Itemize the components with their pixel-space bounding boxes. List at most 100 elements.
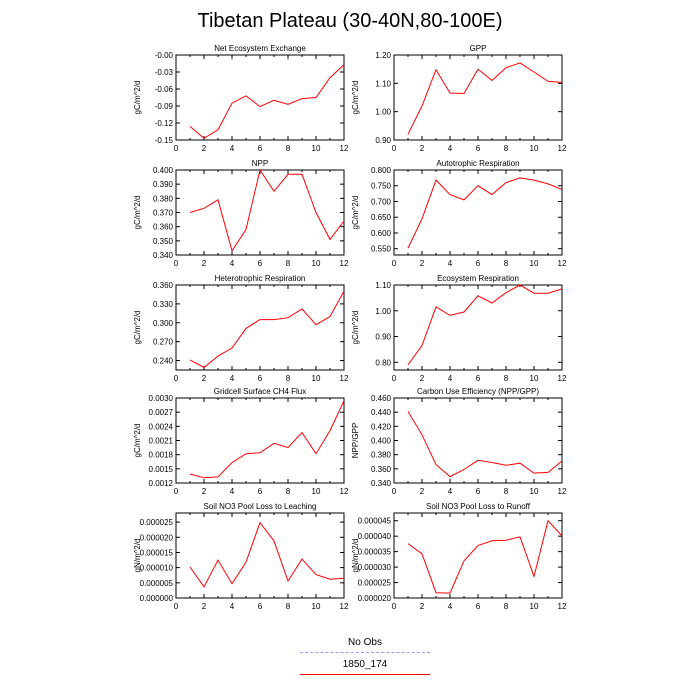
- chart-1-frame: [175, 54, 345, 141]
- chart-7-ytick-label-5: 0.0027: [149, 408, 174, 417]
- chart-7-ytick-label-2: 0.0018: [149, 451, 174, 460]
- chart-10-series-1-line: [407, 519, 563, 594]
- chart-2-xtick-label-1: 2: [420, 144, 425, 153]
- chart-1-title: Net Ecosystem Exchange: [214, 44, 306, 53]
- chart-3-title: NPP: [252, 159, 268, 168]
- chart-6-ytick-label-0: 0.80: [375, 358, 391, 367]
- legend-line-no-obs: [300, 652, 430, 653]
- chart-5-xtick-label-3: 6: [258, 374, 263, 383]
- chart-1-xtick-label-1: 2: [202, 144, 207, 153]
- chart-8-xtick-label-1: 2: [420, 487, 425, 496]
- chart-2-xtick-label-4: 8: [504, 144, 509, 153]
- chart-6-title: Ecosystem Respiration: [437, 274, 519, 283]
- chart-2-xtick-label-5: 10: [530, 144, 539, 153]
- chart-2-ylabel: gC/m^2/d: [351, 81, 360, 115]
- chart-4-xtick-label-3: 6: [476, 259, 481, 268]
- chart-9-xtick-label-3: 6: [258, 602, 263, 611]
- chart-6-xtick-label-6: 12: [558, 374, 567, 383]
- chart-8-xtick-label-5: 10: [530, 487, 539, 496]
- chart-8-ylabel: NPP/GPP: [351, 423, 360, 459]
- chart-4-series-1-line: [407, 177, 563, 249]
- chart-5-ytick-label-2: 0.300: [153, 319, 174, 328]
- chart-2-ytick-label-2: 1.10: [375, 79, 391, 88]
- chart-8-xtick-label-3: 6: [476, 487, 481, 496]
- chart-1-xtick-label-2: 4: [230, 144, 235, 153]
- chart-3-xtick-label-2: 4: [230, 259, 235, 268]
- chart-9-ytick-label-5: 0.000025: [140, 518, 174, 527]
- chart-4-xtick-label-6: 12: [558, 259, 567, 268]
- chart-2-xtick-label-0: 0: [392, 144, 397, 153]
- chart-1-series-1-line: [189, 64, 345, 139]
- chart-10-xtick-label-3: 6: [476, 602, 481, 611]
- chart-9-xtick-label-0: 0: [174, 602, 179, 611]
- chart-9-xtick-label-4: 8: [286, 602, 291, 611]
- chart-6-ytick-label-3: 1.10: [375, 281, 391, 290]
- chart-6-xtick-label-3: 6: [476, 374, 481, 383]
- chart-1-xtick-label-6: 12: [340, 144, 349, 153]
- chart-10-xtick-label-0: 0: [392, 602, 397, 611]
- chart-4-ytick-label-2: 0.650: [371, 213, 392, 222]
- chart-2-xtick-label-3: 6: [476, 144, 481, 153]
- chart-7-ylabel: gC/m^2/d: [133, 424, 142, 458]
- chart-4-xtick-label-4: 8: [504, 259, 509, 268]
- chart-8-ytick-label-6: 0.460: [371, 394, 392, 403]
- chart-9-ytick-label-1: 0.000005: [140, 579, 174, 588]
- chart-1-ytick-label-4: -0.03: [155, 68, 174, 77]
- chart-6-ylabel: gC/m^2/d: [351, 311, 360, 345]
- chart-10-xtick-label-4: 8: [504, 602, 509, 611]
- chart-10-ytick-label-0: 0.000020: [358, 594, 392, 603]
- chart-9-frame: [175, 512, 345, 599]
- chart-2-title: GPP: [470, 44, 487, 53]
- chart-10-frame: [393, 512, 563, 599]
- chart-4-ytick-label-5: 0.800: [371, 166, 392, 175]
- chart-9-xtick-label-2: 4: [230, 602, 235, 611]
- chart-9-xtick-label-6: 12: [340, 602, 349, 611]
- chart-6-ytick-label-2: 1.00: [375, 307, 391, 316]
- chart-7-xtick-label-2: 4: [230, 487, 235, 496]
- chart-7-ytick-label-6: 0.0030: [149, 394, 174, 403]
- chart-3-xtick-label-5: 10: [312, 259, 321, 268]
- chart-10-xtick-label-5: 10: [530, 602, 539, 611]
- chart-10-ylabel: gN/m^2/d: [351, 539, 360, 573]
- chart-5-xtick-label-2: 4: [230, 374, 235, 383]
- chart-10-ytick-label-4: 0.000040: [358, 532, 392, 541]
- chart-3-xtick-label-1: 2: [202, 259, 207, 268]
- chart-3-frame: [175, 169, 345, 256]
- chart-7-xtick-label-0: 0: [174, 487, 179, 496]
- chart-7-frame: [175, 397, 345, 484]
- chart-5-xtick-label-6: 12: [340, 374, 349, 383]
- chart-8-frame: [393, 397, 563, 484]
- chart-3-xtick-label-0: 0: [174, 259, 179, 268]
- chart-1-ytick-label-2: -0.09: [155, 102, 174, 111]
- chart-7-series-1-line: [189, 400, 345, 479]
- chart-3-ylabel: gC/m^2/d: [133, 196, 142, 230]
- chart-6-frame: [393, 284, 563, 371]
- chart-4-frame: [393, 169, 563, 256]
- chart-7-xtick-label-4: 8: [286, 487, 291, 496]
- chart-7-xtick-label-3: 6: [258, 487, 263, 496]
- chart-10-title: Soil NO3 Pool Loss to Runoff: [426, 502, 531, 511]
- chart-10-xtick-label-6: 12: [558, 602, 567, 611]
- chart-2-ytick-label-0: 0.90: [375, 136, 391, 145]
- chart-9-ytick-label-3: 0.000015: [140, 548, 174, 557]
- chart-4-xtick-label-2: 4: [448, 259, 453, 268]
- chart-8-xtick-label-0: 0: [392, 487, 397, 496]
- chart-7-ytick-label-1: 0.0015: [149, 465, 174, 474]
- chart-7-xtick-label-1: 2: [202, 487, 207, 496]
- chart-9-xtick-label-5: 10: [312, 602, 321, 611]
- chart-2-ytick-label-3: 1.20: [375, 51, 391, 60]
- chart-9-ytick-label-4: 0.000020: [140, 533, 174, 542]
- chart-2-xtick-label-2: 4: [448, 144, 453, 153]
- chart-5-title: Heterotrophic Respiration: [215, 274, 306, 283]
- chart-10-xtick-label-1: 2: [420, 602, 425, 611]
- chart-8-ytick-label-0: 0.340: [371, 479, 392, 488]
- chart-1-xtick-label-0: 0: [174, 144, 179, 153]
- chart-4-ytick-label-3: 0.700: [371, 197, 392, 206]
- chart-8-xtick-label-2: 4: [448, 487, 453, 496]
- legend-label-1850-174: 1850_174: [342, 659, 388, 670]
- chart-6-xtick-label-0: 0: [392, 374, 397, 383]
- chart-4-xtick-label-1: 2: [420, 259, 425, 268]
- chart-6-xtick-label-4: 8: [504, 374, 509, 383]
- chart-2-series-1-line: [407, 62, 563, 135]
